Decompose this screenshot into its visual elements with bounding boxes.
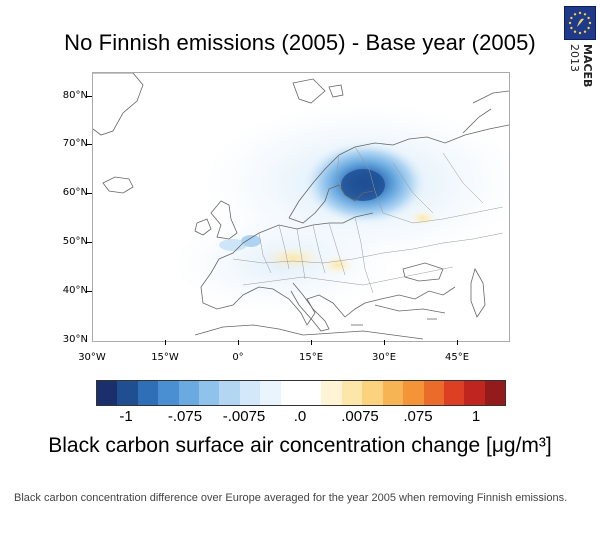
colorbar-label: -.075: [167, 408, 203, 425]
lon-label-15e: 15°E: [298, 352, 324, 363]
colorbar-swatch: [321, 381, 342, 405]
lat-tick: [86, 96, 92, 97]
colorbar-swatch: [464, 381, 485, 405]
lon-tick: [311, 340, 312, 345]
colorbar-label: 1: [471, 408, 481, 425]
logo-name: MACEB: [581, 44, 594, 87]
colorbar-swatch: [341, 381, 363, 405]
lat-label-80n: 80°N: [62, 90, 88, 101]
lon-label-0: 0°: [232, 352, 244, 363]
lon-label-15w: 15°W: [151, 352, 179, 363]
lat-label-60n: 60°N: [62, 187, 88, 198]
colorbar-swatch: [219, 381, 240, 405]
increase-spot-balkans: [322, 255, 354, 275]
map-plot: [92, 72, 523, 340]
colorbar-swatch: [301, 381, 322, 405]
colorbar-swatch: [239, 381, 261, 405]
colorbar-title: Black carbon surface air concentration c…: [48, 434, 552, 457]
eu-flag-icon: [564, 6, 596, 40]
colorbar-label: -1: [119, 408, 133, 425]
colorbar-swatch: [178, 381, 200, 405]
increase-spot-east: [409, 210, 437, 226]
colorbar-swatch: [280, 381, 302, 405]
colorbar-label: .0: [293, 408, 307, 425]
colorbar-label: -.0075: [222, 408, 266, 425]
colorbar-swatch: [137, 381, 159, 405]
colorbar-swatch: [403, 381, 424, 405]
colorbar-swatch: [117, 381, 138, 405]
lon-tick: [165, 340, 166, 345]
lat-tick: [86, 242, 92, 243]
colorbar-swatch: [362, 381, 383, 405]
colorbar-swatch: [199, 381, 220, 405]
europe-map: [92, 72, 523, 342]
colorbar-swatch: [97, 381, 118, 405]
colorbar-swatch: [423, 381, 444, 405]
map-title: No Finnish emissions (2005) - Base year …: [64, 30, 536, 55]
lon-label-30e: 30°E: [371, 352, 397, 363]
colorbar-swatch: [484, 381, 506, 405]
maceb-logo: MACEB 2013: [564, 6, 596, 90]
lat-tick: [86, 144, 92, 145]
colorbar-swatch: [260, 381, 281, 405]
lon-label-45e: 45°E: [444, 352, 470, 363]
increase-spot-alps: [263, 246, 323, 270]
colorbar-swatch: [382, 381, 404, 405]
lon-tick: [384, 340, 385, 345]
country-borders: [232, 146, 504, 294]
lat-label-30n: 30°N: [62, 334, 88, 345]
colorbar-label: .075: [403, 408, 433, 425]
lon-tick: [238, 340, 239, 345]
finland-core: [341, 169, 385, 201]
decrease-spot-channel: [219, 239, 247, 251]
lon-tick: [457, 340, 458, 345]
colorbar-label: .0075: [341, 408, 379, 425]
lat-tick: [86, 193, 92, 194]
colorbar-swatch: [158, 381, 179, 405]
lat-tick: [86, 291, 92, 292]
lat-label-40n: 40°N: [62, 285, 88, 296]
colorbar: [96, 380, 506, 406]
lat-label-70n: 70°N: [62, 138, 88, 149]
lon-label-30w: 30°W: [78, 352, 106, 363]
figure-caption: Black carbon concentration difference ov…: [14, 492, 568, 504]
colorbar-swatch: [443, 381, 465, 405]
lat-label-50n: 50°N: [62, 236, 88, 247]
coastlines: [92, 72, 510, 340]
logo-year: 2013: [568, 44, 581, 72]
